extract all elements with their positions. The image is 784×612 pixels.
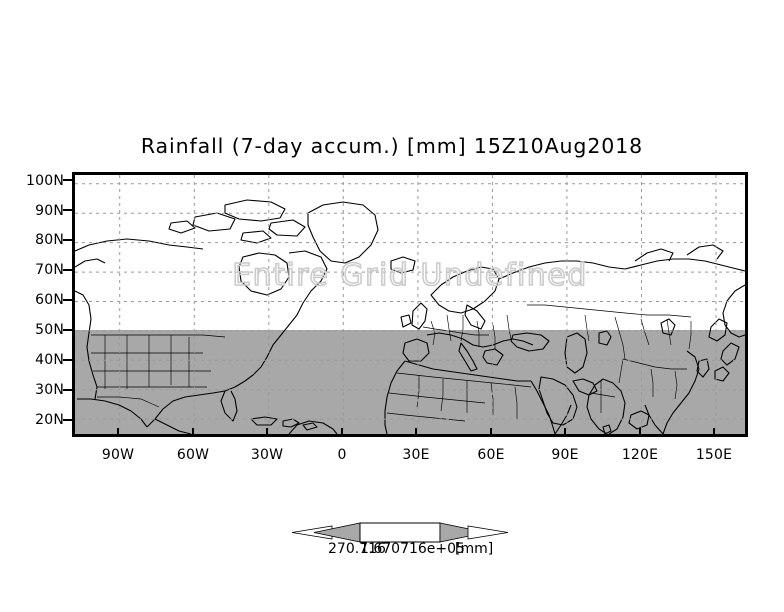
map-plot-area[interactable]: Entire Grid Undefined (72, 172, 748, 437)
y-tick-mark (63, 269, 72, 271)
y-tick-mark (63, 179, 72, 181)
x-tick-mark (713, 428, 715, 437)
political-boundaries (91, 304, 692, 422)
colorbar-extend-right (439, 522, 487, 543)
x-tick-mark (192, 428, 194, 437)
x-tick-mark (564, 428, 566, 437)
x-tick-label: 60E (477, 447, 505, 463)
x-tick-mark (341, 428, 343, 437)
colorbar-max-label: 1.670716e+05 (360, 541, 465, 557)
colorbar[interactable] (292, 518, 508, 548)
x-tick-mark (415, 428, 417, 437)
x-tick-mark (117, 428, 119, 437)
y-tick-label: 50N (35, 322, 64, 338)
x-tick-mark (639, 428, 641, 437)
y-tick-mark (63, 389, 72, 391)
undefined-grid-watermark: Entire Grid Undefined (232, 258, 588, 293)
y-tick-label: 100N (26, 173, 64, 189)
y-tick-mark (63, 299, 72, 301)
y-tick-label: 90N (35, 203, 64, 219)
colorbar-min-label: 270.716 (328, 541, 386, 557)
colorbar-graphic (292, 522, 508, 543)
shaded-data-band (75, 330, 745, 434)
x-tick-label: 30W (250, 447, 284, 463)
colorbar-extend-right-outer (467, 525, 508, 540)
page-title: Rainfall (7-day accum.) [mm] 15Z10Aug201… (140, 134, 644, 158)
x-tick-label: 90W (101, 447, 135, 463)
colorbar-extend-left (313, 522, 361, 543)
x-tick-label: 150E (695, 447, 733, 463)
y-tick-label: 20N (35, 412, 64, 428)
colorbar-body (359, 522, 441, 543)
y-tick-mark (63, 329, 72, 331)
x-tick-label: 90E (551, 447, 579, 463)
y-tick-label: 30N (35, 382, 64, 398)
x-tick-mark (266, 428, 268, 437)
y-tick-label: 70N (35, 262, 64, 278)
x-tick-label: 120E (621, 447, 659, 463)
gridline-layer (75, 175, 745, 434)
world-map-graphic: Entire Grid Undefined (75, 175, 745, 434)
y-tick-mark (63, 419, 72, 421)
colorbar-units-label: [mm] (455, 541, 494, 557)
y-tick-label: 80N (35, 232, 64, 248)
y-tick-mark (63, 239, 72, 241)
x-tick-label: 30E (402, 447, 430, 463)
x-tick-label: 60W (176, 447, 210, 463)
y-tick-label: 60N (35, 292, 64, 308)
x-tick-mark (490, 428, 492, 437)
x-tick-label: 0 (337, 447, 347, 463)
y-tick-label: 40N (35, 352, 64, 368)
y-tick-mark (63, 359, 72, 361)
y-tick-mark (63, 209, 72, 211)
